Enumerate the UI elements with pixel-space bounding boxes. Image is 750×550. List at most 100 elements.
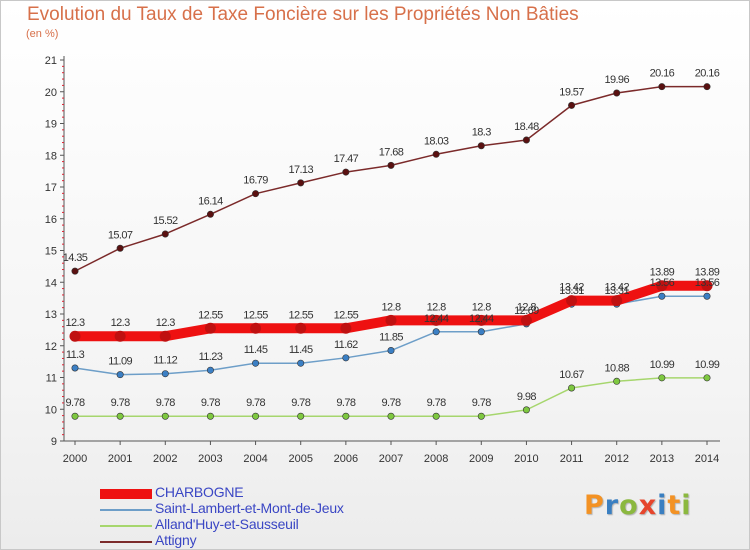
legend-label: Saint-Lambert-et-Mont-de-Jeux	[155, 500, 344, 516]
data-point	[568, 384, 576, 392]
legend-label: Attigny	[155, 532, 197, 548]
data-label: 12.55	[243, 309, 268, 321]
line-chart: 9 10 11 12 13 14 15 16 17 18 19 20 21 2000 2001 2002 200…	[45, 55, 721, 465]
data-point	[161, 370, 169, 378]
x-tick-label: 2001	[108, 453, 132, 465]
data-point	[611, 295, 623, 307]
series-0	[69, 280, 713, 342]
chart-title: Evolution du Taux de Taxe Foncière sur l…	[27, 4, 579, 25]
data-point	[116, 244, 124, 252]
legend-swatch	[100, 489, 152, 499]
data-label: 12.3	[65, 317, 84, 329]
data-point	[69, 330, 81, 342]
y-tick-label: 10	[45, 404, 57, 416]
data-label: 11.45	[244, 344, 268, 356]
y-tick-label: 16	[45, 214, 57, 226]
data-point	[658, 374, 666, 382]
y-axis-unit: (en %)	[26, 28, 59, 40]
data-label: 9.78	[111, 397, 130, 409]
data-point	[432, 412, 440, 420]
y-tick-label: 21	[45, 55, 57, 67]
data-label: 19.96	[604, 74, 629, 86]
data-label: 12.55	[198, 309, 223, 321]
data-label: 9.78	[336, 397, 355, 409]
data-point	[520, 314, 532, 326]
data-label: 9.78	[291, 397, 310, 409]
data-point	[658, 83, 666, 91]
data-point	[250, 322, 262, 334]
data-label: 12.55	[288, 309, 313, 321]
x-tick-label: 2010	[514, 453, 538, 465]
data-label: 9.78	[156, 397, 175, 409]
series-layer	[69, 83, 713, 420]
data-label: 17.13	[288, 164, 313, 176]
data-point	[161, 412, 169, 420]
data-point	[204, 322, 216, 334]
data-point	[475, 314, 487, 326]
data-label: 10.67	[559, 369, 584, 381]
data-label: 9.78	[65, 397, 84, 409]
data-label: 9.78	[381, 397, 400, 409]
data-point	[295, 322, 307, 334]
data-label: 12.44	[469, 313, 494, 325]
x-tick-label: 2012	[604, 453, 628, 465]
data-label: 20.16	[695, 68, 720, 80]
series-line	[74, 85, 707, 272]
data-point	[252, 412, 260, 420]
data-label: 15.07	[108, 229, 133, 241]
data-label: 11.62	[334, 339, 358, 351]
data-label: 18.03	[424, 135, 449, 147]
data-label: 12.44	[424, 313, 449, 325]
y-tick-label: 9	[51, 436, 57, 448]
data-point	[159, 330, 171, 342]
data-point	[701, 280, 713, 292]
data-point	[522, 406, 530, 414]
data-point	[71, 364, 79, 372]
data-label: 9.78	[201, 397, 220, 409]
y-tick-label: 17	[45, 182, 57, 194]
x-tick-label: 2008	[424, 453, 448, 465]
x-tick-label: 2002	[153, 453, 177, 465]
data-point	[342, 412, 350, 420]
data-point	[297, 412, 305, 420]
data-label: 13.56	[650, 277, 675, 289]
data-label: 12.3	[111, 317, 130, 329]
data-point	[71, 267, 79, 275]
data-point	[252, 190, 260, 198]
y-tick-label: 12	[45, 341, 57, 353]
data-point	[342, 168, 350, 176]
logo-letter: t	[667, 490, 682, 521]
data-point	[206, 412, 214, 420]
data-label: 17.47	[334, 153, 359, 165]
data-point	[432, 150, 440, 158]
data-label: 11.23	[199, 351, 223, 363]
data-point	[252, 359, 260, 367]
y-tick-label: 14	[45, 277, 57, 289]
series-2	[71, 374, 711, 420]
data-label: 11.85	[379, 332, 403, 344]
data-point	[522, 136, 530, 144]
data-point	[297, 179, 305, 187]
x-tick-label: 2006	[334, 453, 358, 465]
data-point	[658, 292, 666, 300]
data-point	[116, 371, 124, 379]
data-point	[703, 374, 711, 382]
data-label: 13.89	[650, 267, 675, 279]
proxiti-logo: Proxiti	[584, 490, 692, 521]
data-point	[342, 354, 350, 362]
data-point	[566, 295, 578, 307]
data-label: 11.12	[153, 355, 177, 367]
x-tick-label: 2004	[243, 453, 267, 465]
data-label: 9.78	[246, 397, 265, 409]
data-point	[206, 366, 214, 374]
data-point	[114, 330, 126, 342]
series-3	[71, 83, 711, 275]
data-label: 13.56	[695, 277, 720, 289]
legend-swatch	[100, 541, 152, 543]
data-labels: 12.3 12.3 12.3 12.55 12.55 12.55 12.55 12.8 12.8…	[63, 68, 721, 410]
data-label: 10.88	[604, 362, 629, 374]
y-tick-label: 18	[45, 150, 57, 162]
data-label: 18.48	[514, 121, 539, 133]
data-label: 14.35	[63, 252, 88, 264]
data-point	[387, 161, 395, 169]
